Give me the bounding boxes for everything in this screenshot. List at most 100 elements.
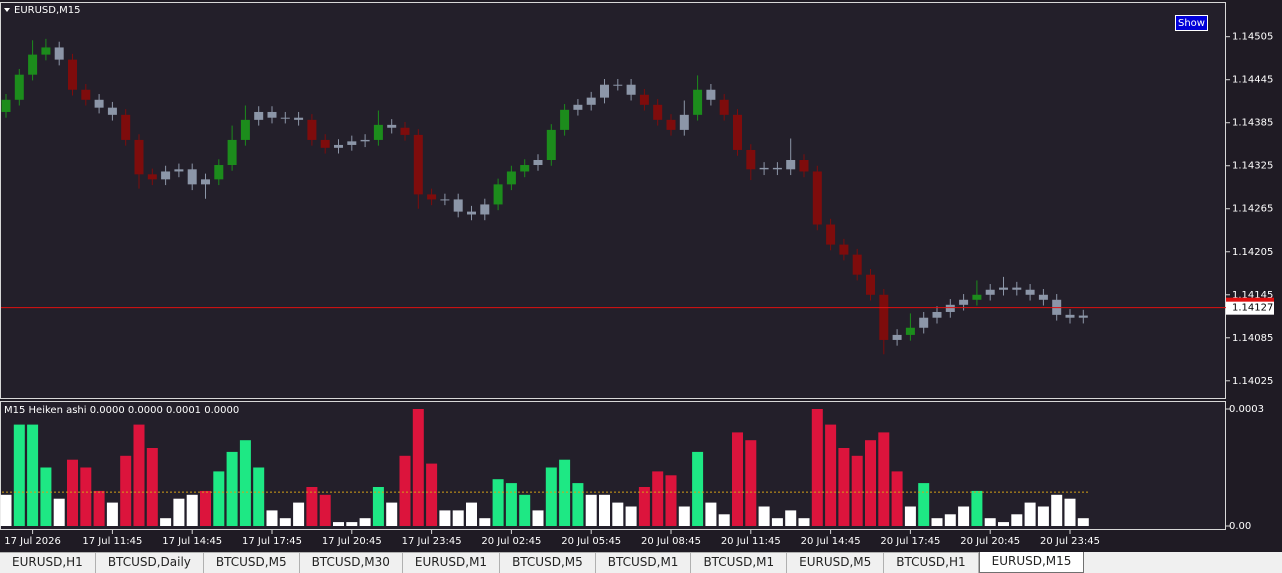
candle-body [959,299,969,305]
candle-body [613,84,623,86]
y-tick-label: 1.14145 [1232,290,1273,301]
histogram-bar [971,490,983,526]
histogram-bar [745,440,757,526]
histogram-bar [200,490,211,526]
candle-body [214,165,224,180]
tab[interactable]: BTCUSD,M1 [691,552,788,573]
histogram-bar [931,518,943,526]
candle-body [440,199,450,201]
histogram-bar [718,514,730,526]
candle-body [280,117,290,119]
histogram-bar [133,424,145,526]
candle-body [972,294,982,300]
histogram-bar [904,506,916,526]
tab[interactable]: EURUSD,M5 [787,552,885,573]
y-tick-label: 1.14205 [1232,247,1273,258]
candle-body [826,224,836,245]
y-tick-label: 1.14085 [1232,333,1273,344]
histogram-bar [505,483,517,526]
candle-body [453,199,463,212]
histogram-bar [838,448,850,526]
candle-body [107,107,117,115]
candle-body [733,114,742,150]
candle-body [639,94,649,105]
candle-body [187,169,197,185]
histogram-bar [386,502,398,526]
candle-body [746,149,756,170]
histogram-bar [811,409,823,526]
histogram-bar [186,494,198,526]
histogram-bar [665,475,677,526]
menu-triangle[interactable] [4,8,10,12]
histogram-bar [426,463,438,526]
histogram-bar [1051,494,1063,526]
candle-body [1038,294,1048,300]
candle-body [626,84,636,95]
candle-body [294,117,304,120]
candle-body [945,304,955,312]
current-price-label: 1.14127 [1232,303,1273,314]
candle-body [600,84,609,98]
x-tick-label: 20 Jul 11:45 [721,536,781,547]
current-price-box [1226,300,1274,315]
candle-body [759,167,769,170]
histogram-bar [758,506,770,526]
tab[interactable]: BTCUSD,M5 [203,552,300,573]
histogram-bar [532,510,544,526]
tab[interactable]: BTCUSD,Daily [95,552,204,573]
y-tick-label: 1.14505 [1232,32,1273,43]
tab[interactable]: BTCUSD,M1 [595,552,692,573]
candle-body [360,139,370,142]
x-tick-label: 17 Jul 20:45 [322,536,382,547]
tab[interactable]: BTCUSD,M30 [299,552,403,573]
tab[interactable]: EURUSD,M1 [402,552,501,573]
histogram-bar [958,506,970,526]
histogram-bar [1011,514,1023,526]
candle-body [161,171,171,180]
x-tick-label: 20 Jul 20:45 [960,536,1020,547]
candle-body [586,97,596,105]
histogram-bar [346,522,358,526]
candle-body [14,74,24,100]
histogram-bar [67,459,78,526]
show-button-label[interactable]: Show [1178,18,1205,29]
candle-body [985,289,995,295]
x-tick-label: 20 Jul 08:45 [641,536,701,547]
y-tick-label: 1.14445 [1232,75,1273,86]
histogram-bar [40,467,52,526]
x-tick-label: 20 Jul 05:45 [561,536,621,547]
candle-body [653,104,663,120]
candle-body [812,171,822,225]
candle-body [94,99,104,108]
histogram-bar [479,518,491,526]
histogram-bar [293,502,305,526]
candle-body [799,159,809,172]
candle-body [1,99,11,112]
histogram-bar [638,487,650,526]
tab[interactable]: EURUSD,M15 [978,552,1085,573]
histogram-bar [519,494,531,526]
tab-bar: EURUSD,H1 BTCUSD,Daily BTCUSD,M5 BTCUSD,M30… [0,552,1282,573]
histogram-bar [492,479,504,526]
tab[interactable]: BTCUSD,M5 [500,552,596,573]
x-tick-label: 17 Jul 11:45 [82,536,142,547]
candle-body [227,139,237,166]
histogram-bar [732,432,743,526]
tab[interactable]: BTCUSD,H1 [884,552,979,573]
histogram-bar [891,471,903,526]
candle-body [786,159,796,170]
x-tick-label: 20 Jul 17:45 [880,536,940,547]
histogram-bar [239,440,251,526]
histogram-bar [771,518,783,526]
y-tick-label: 1.14265 [1232,204,1273,215]
histogram-bar [865,440,876,526]
candle-body [493,184,503,205]
histogram-bar [984,518,996,526]
histogram-bar [798,518,810,526]
show-button[interactable] [1175,15,1208,31]
histogram-bar [878,432,890,526]
histogram-bar [998,522,1009,526]
candle-body [506,171,516,185]
histogram-bar [466,502,477,526]
tab[interactable]: EURUSD,H1 [0,552,96,573]
